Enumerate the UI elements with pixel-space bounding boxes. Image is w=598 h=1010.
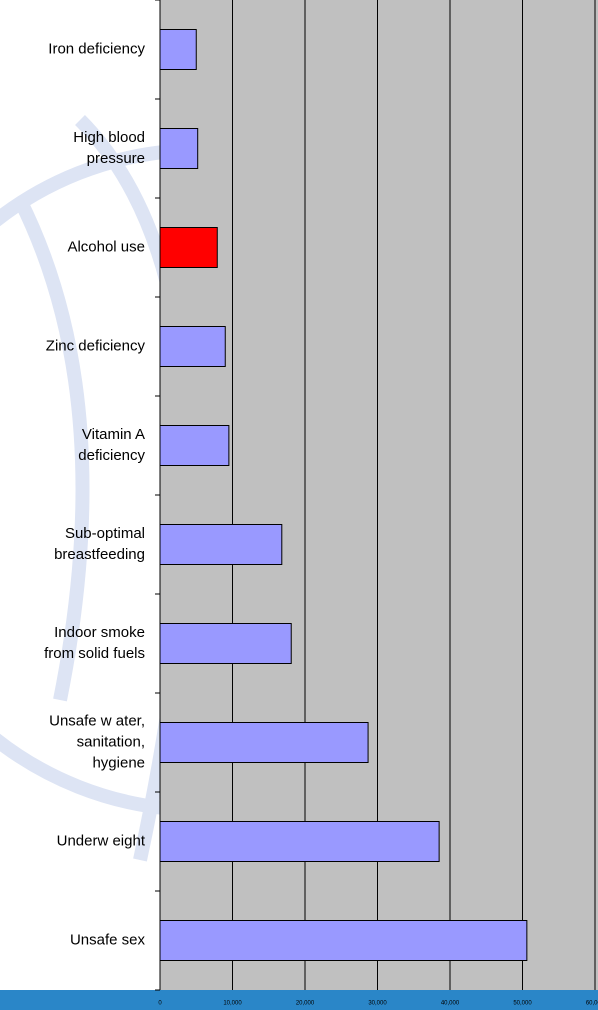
x-tick-label: 40,000 bbox=[441, 1001, 460, 1007]
x-tick-label: 0 bbox=[158, 1001, 162, 1007]
bar bbox=[159, 524, 283, 565]
bar bbox=[159, 227, 218, 268]
bar bbox=[159, 29, 197, 70]
y-tick-label: Unsafe w ater, sanitation, hygiene bbox=[49, 712, 145, 771]
y-tick-label: Indoor smoke from solid fuels bbox=[44, 624, 145, 662]
bar bbox=[159, 821, 440, 862]
y-tick-label: Unsafe sex bbox=[70, 931, 146, 948]
y-tick-label: Sub-optimal breastfeeding bbox=[54, 525, 145, 563]
bar bbox=[159, 623, 292, 664]
x-tick-label: 60,000 bbox=[586, 1001, 598, 1007]
footer-band bbox=[0, 990, 598, 1010]
y-tick-label: High blood pressure bbox=[73, 129, 145, 167]
bar bbox=[159, 128, 199, 169]
x-tick-label: 10,000 bbox=[223, 1001, 242, 1007]
y-tick-label: Alcohol use bbox=[67, 238, 145, 255]
y-tick-label: Underw eight bbox=[57, 832, 146, 849]
bar bbox=[159, 722, 369, 763]
y-tick-label: Zinc deficiency bbox=[46, 337, 146, 354]
bar bbox=[159, 326, 226, 367]
x-tick-label: 50,000 bbox=[513, 1001, 532, 1007]
bar bbox=[159, 920, 528, 961]
x-tick-label: 30,000 bbox=[368, 1001, 387, 1007]
bar bbox=[159, 425, 230, 466]
y-tick-label: Iron deficiency bbox=[48, 40, 145, 57]
x-tick-label: 20,000 bbox=[296, 1001, 315, 1007]
